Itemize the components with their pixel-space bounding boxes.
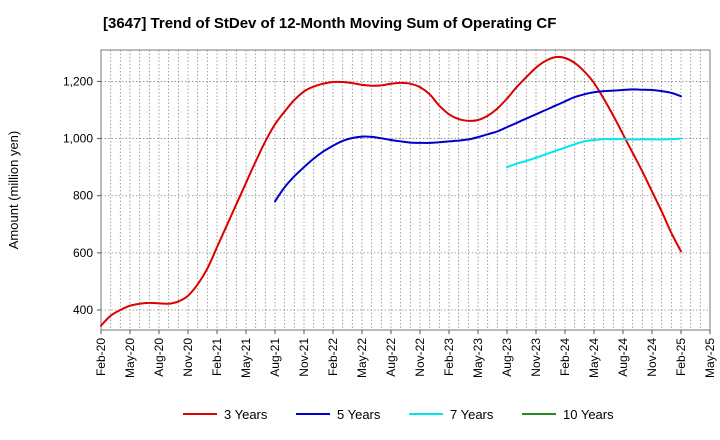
x-tick-label: May-24 — [587, 338, 601, 378]
x-tick-label: Nov-23 — [529, 338, 543, 377]
x-tick-label: Aug-23 — [500, 338, 514, 377]
x-tick-label: May-21 — [239, 338, 253, 378]
legend-label-10-years: 10 Years — [563, 407, 614, 422]
x-tick-label: May-25 — [703, 338, 717, 378]
legend-label-3-years: 3 Years — [224, 407, 268, 422]
series-line-3-years — [100, 55, 682, 327]
y-tick-label: 800 — [73, 189, 93, 203]
x-tick-label: Aug-20 — [152, 338, 166, 377]
y-tick-label: 1,000 — [63, 132, 93, 146]
x-tick-label: Aug-24 — [616, 338, 630, 377]
y-axis-label: Amount (million yen) — [6, 131, 21, 250]
x-tick-label: Feb-20 — [94, 338, 108, 376]
legend-label-5-years: 5 Years — [337, 407, 381, 422]
x-tick-label: May-22 — [355, 338, 369, 378]
x-tick-label: Feb-21 — [210, 338, 224, 376]
x-tick-label: May-20 — [123, 338, 137, 378]
x-tick-label: Aug-22 — [384, 338, 398, 377]
y-tick-label: 400 — [73, 303, 93, 317]
series-line-7-years — [506, 137, 682, 169]
x-tick-label: Feb-24 — [558, 338, 572, 376]
y-tick-label: 600 — [73, 246, 93, 260]
y-tick-label: 1,200 — [63, 74, 93, 88]
x-tick-label: Nov-20 — [181, 338, 195, 377]
x-tick-label: May-23 — [471, 338, 485, 378]
x-tick-label: Feb-23 — [442, 338, 456, 376]
plot-area — [100, 49, 711, 331]
x-tick-label: Nov-22 — [413, 338, 427, 377]
x-tick-label: Nov-21 — [297, 338, 311, 377]
chart-title: [3647] Trend of StDev of 12-Month Moving… — [103, 15, 556, 32]
x-tick-label: Feb-22 — [326, 338, 340, 376]
x-tick-label: Aug-21 — [268, 338, 282, 377]
series-line-5-years — [274, 88, 682, 203]
x-tick-label: Nov-24 — [645, 338, 659, 377]
x-tick-label: Feb-25 — [674, 338, 688, 376]
legend-label-7-years: 7 Years — [450, 407, 494, 422]
